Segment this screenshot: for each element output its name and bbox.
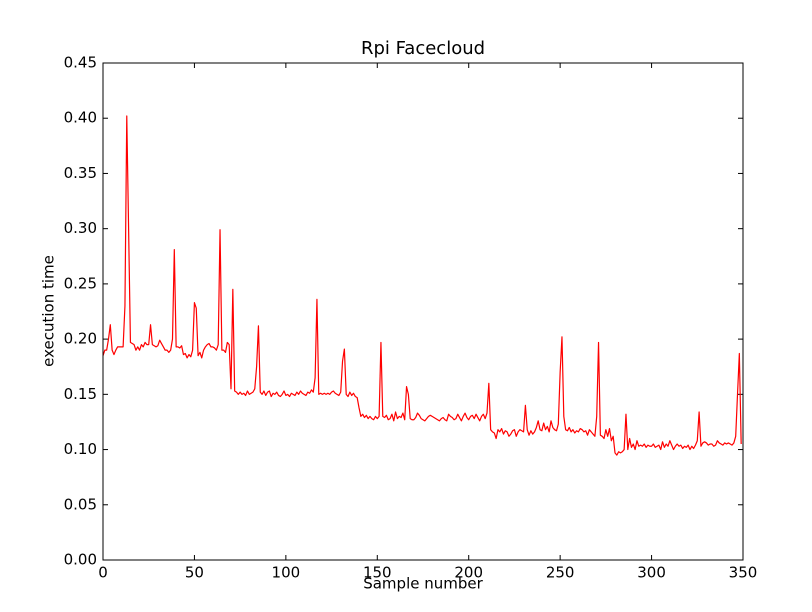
y-tick-label: 0.40 (64, 109, 97, 127)
x-tick-label: 250 (546, 564, 575, 582)
y-tick-label: 0.45 (64, 54, 97, 72)
x-tick-label: 350 (729, 564, 758, 582)
data-line (102, 115, 742, 456)
x-tick-label: 100 (272, 564, 301, 582)
x-tick-label: 50 (185, 564, 204, 582)
y-axis-label: execution time (40, 255, 58, 367)
y-tick-label: 0.15 (64, 385, 97, 403)
y-tick-label: 0.20 (64, 330, 97, 348)
y-tick-label: 0.35 (64, 164, 97, 182)
chart-title: Rpi Facecloud (361, 38, 485, 59)
y-tick-label: 0.10 (64, 440, 97, 458)
y-tick-label: 0.30 (64, 219, 97, 237)
x-axis-label: Sample number (363, 575, 483, 593)
x-tick-label: 150 (363, 564, 392, 582)
y-tick-label: 0.05 (64, 495, 97, 513)
x-tick-label: 0 (98, 564, 108, 582)
plot-frame (102, 62, 744, 561)
x-tick-label: 200 (454, 564, 483, 582)
y-tick-label: 0.00 (64, 551, 97, 569)
y-tick-label: 0.25 (64, 274, 97, 292)
x-tick-label: 300 (637, 564, 666, 582)
